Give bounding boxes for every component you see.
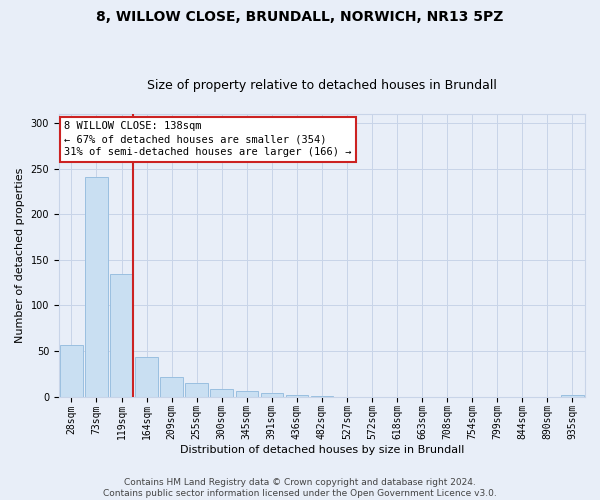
Bar — [85, 177, 108, 396]
Bar — [561, 394, 584, 396]
Bar — [236, 391, 258, 396]
Text: 8 WILLOW CLOSE: 138sqm
← 67% of detached houses are smaller (354)
31% of semi-de: 8 WILLOW CLOSE: 138sqm ← 67% of detached… — [64, 121, 352, 158]
Bar — [110, 274, 133, 396]
Y-axis label: Number of detached properties: Number of detached properties — [15, 168, 25, 343]
Bar — [185, 383, 208, 396]
X-axis label: Distribution of detached houses by size in Brundall: Distribution of detached houses by size … — [180, 445, 464, 455]
Bar — [136, 358, 158, 397]
Bar — [60, 344, 83, 397]
Bar — [286, 394, 308, 396]
Bar — [260, 393, 283, 396]
Bar — [211, 390, 233, 396]
Bar — [160, 376, 183, 396]
Text: Contains HM Land Registry data © Crown copyright and database right 2024.
Contai: Contains HM Land Registry data © Crown c… — [103, 478, 497, 498]
Text: 8, WILLOW CLOSE, BRUNDALL, NORWICH, NR13 5PZ: 8, WILLOW CLOSE, BRUNDALL, NORWICH, NR13… — [97, 10, 503, 24]
Title: Size of property relative to detached houses in Brundall: Size of property relative to detached ho… — [147, 79, 497, 92]
